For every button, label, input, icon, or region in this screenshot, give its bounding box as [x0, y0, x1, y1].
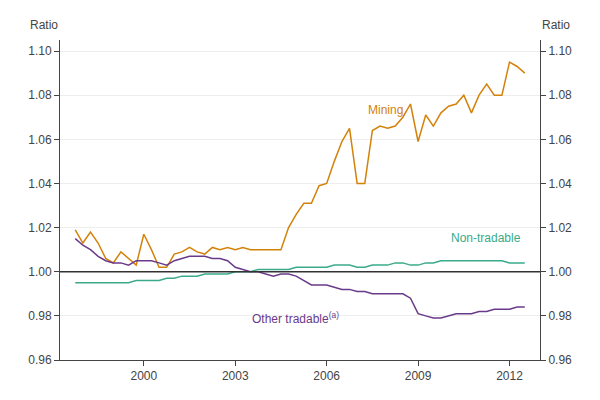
- svg-text:1.02: 1.02: [548, 221, 572, 235]
- svg-text:Other tradable​(a)​: Other tradable​(a)​: [252, 310, 339, 326]
- svg-text:1.00: 1.00: [28, 265, 52, 279]
- svg-text:1.08: 1.08: [28, 88, 52, 102]
- svg-text:1.00: 1.00: [548, 265, 572, 279]
- svg-text:Ratio: Ratio: [542, 18, 570, 32]
- svg-text:1.06: 1.06: [548, 133, 572, 147]
- svg-text:Ratio: Ratio: [30, 18, 58, 32]
- svg-text:0.96: 0.96: [548, 353, 572, 367]
- svg-text:0.98: 0.98: [28, 309, 52, 323]
- svg-text:1.02: 1.02: [28, 221, 52, 235]
- svg-text:1.10: 1.10: [28, 44, 52, 58]
- svg-text:1.10: 1.10: [548, 44, 572, 58]
- svg-text:2003: 2003: [222, 369, 249, 383]
- svg-text:1.08: 1.08: [548, 88, 572, 102]
- svg-text:0.98: 0.98: [548, 309, 572, 323]
- svg-text:2006: 2006: [313, 369, 340, 383]
- svg-text:2009: 2009: [405, 369, 432, 383]
- svg-text:1.04: 1.04: [548, 177, 572, 191]
- svg-text:1.06: 1.06: [28, 133, 52, 147]
- svg-text:Non-tradable: Non-tradable: [451, 231, 521, 245]
- svg-text:1.04: 1.04: [28, 177, 52, 191]
- svg-text:Mining: Mining: [368, 103, 403, 117]
- svg-text:2000: 2000: [130, 369, 157, 383]
- svg-text:2012: 2012: [496, 369, 523, 383]
- svg-text:0.96: 0.96: [28, 353, 52, 367]
